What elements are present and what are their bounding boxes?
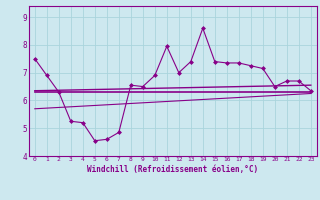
X-axis label: Windchill (Refroidissement éolien,°C): Windchill (Refroidissement éolien,°C) (87, 165, 258, 174)
